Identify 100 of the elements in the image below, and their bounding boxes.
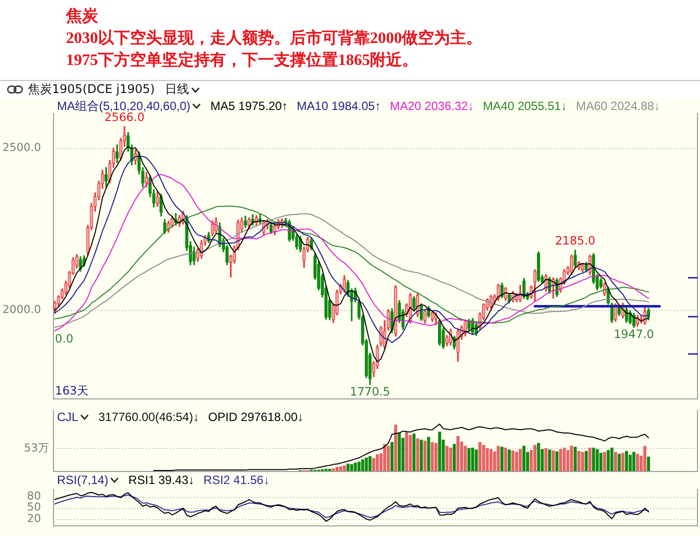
bar [412,434,416,471]
bar [427,436,430,471]
bar [625,450,628,471]
bar [592,448,596,471]
bar [376,454,379,471]
bar [372,458,376,471]
y-tick-label: 50 [27,500,41,514]
bar [577,450,580,471]
bar [434,442,438,471]
bar [471,448,474,471]
bar [386,446,390,471]
text: MA5 1975.20↑ [210,99,288,113]
bar [646,456,650,471]
bar [599,452,602,471]
bar [489,449,492,471]
y-tick-label: 2000.0 [2,303,41,316]
bar [368,456,372,471]
text: 1975下方空单坚定持有，下一支撑位置1865附近。 [66,50,419,71]
bar [533,444,536,471]
bar [515,452,518,471]
bar [405,432,408,471]
bar [394,424,398,471]
bar [390,442,394,471]
bar [383,444,386,471]
annotation: 1947.0 [614,327,654,342]
bar [464,446,467,471]
bar [621,452,624,471]
bar [508,450,511,471]
series-label: RSI1 39.43↓ [128,473,194,487]
bar [486,448,489,471]
bar [588,448,592,471]
bar [408,435,412,471]
bar [423,440,427,471]
ref-line-label: 53万 [24,441,49,454]
text: 2030以下空头显现，走人额势。后市可背靠2000做空为主。 [66,28,482,49]
annotation: 163天 [55,384,89,398]
bar [559,449,562,471]
text: OPID 297618.00↓ [208,410,304,424]
bar [548,450,552,471]
bar [438,432,442,471]
bar [354,462,357,471]
bar [574,446,577,471]
bar [482,444,486,471]
legend-title: CJL [57,410,78,424]
bar [496,446,500,471]
text: MA60 2024.88↓ [576,99,660,113]
bar [555,451,558,471]
y-tick-label: 2500.0 [2,140,41,154]
bar [449,448,452,471]
bar [416,438,420,471]
bar [562,448,566,471]
bar [511,450,514,471]
bar [332,468,335,471]
bar [581,452,584,471]
text: 317760.00(46:54)↓ [98,410,200,424]
bar [603,452,606,471]
bar [350,464,354,471]
series-label: RSI2 41.56↓ [203,473,270,487]
chart-title: 焦炭1905(DCE j1905) [28,81,155,98]
bar [552,450,555,471]
bar [537,442,540,471]
bar [456,436,460,471]
bar [606,450,610,471]
candlestick [144,172,148,188]
text: MA40 2055.51↓ [482,99,567,113]
legend-title: RSI(7,14) [57,473,108,487]
bar [614,452,618,471]
bar [544,448,548,471]
bar [445,446,448,471]
bar [452,444,456,471]
bar [398,432,401,471]
bar [339,466,342,471]
bar [518,449,522,471]
bar [610,448,614,471]
bar [357,462,361,471]
bar [643,446,646,471]
bar [467,448,470,471]
candlestick [456,329,460,362]
bar [335,466,339,471]
bar [346,464,350,471]
candlestick [156,191,160,207]
annotation: 2185.0 [555,233,596,248]
bar [566,450,570,471]
bar [420,440,423,471]
bar [430,442,434,471]
bar [632,452,636,471]
bar [570,446,574,471]
text: MA20 2036.32↓ [390,99,474,113]
candlestick [580,262,584,272]
bar [504,448,508,471]
candlestick [570,254,574,275]
candlestick [423,309,427,324]
bar [361,459,364,471]
y-tick-label: 80 [27,489,41,502]
bar [474,450,478,471]
bar [596,449,599,471]
text: 焦炭 [66,6,99,27]
bar [584,450,588,471]
y-tick-label: 20 [27,512,41,525]
bar [628,454,632,471]
